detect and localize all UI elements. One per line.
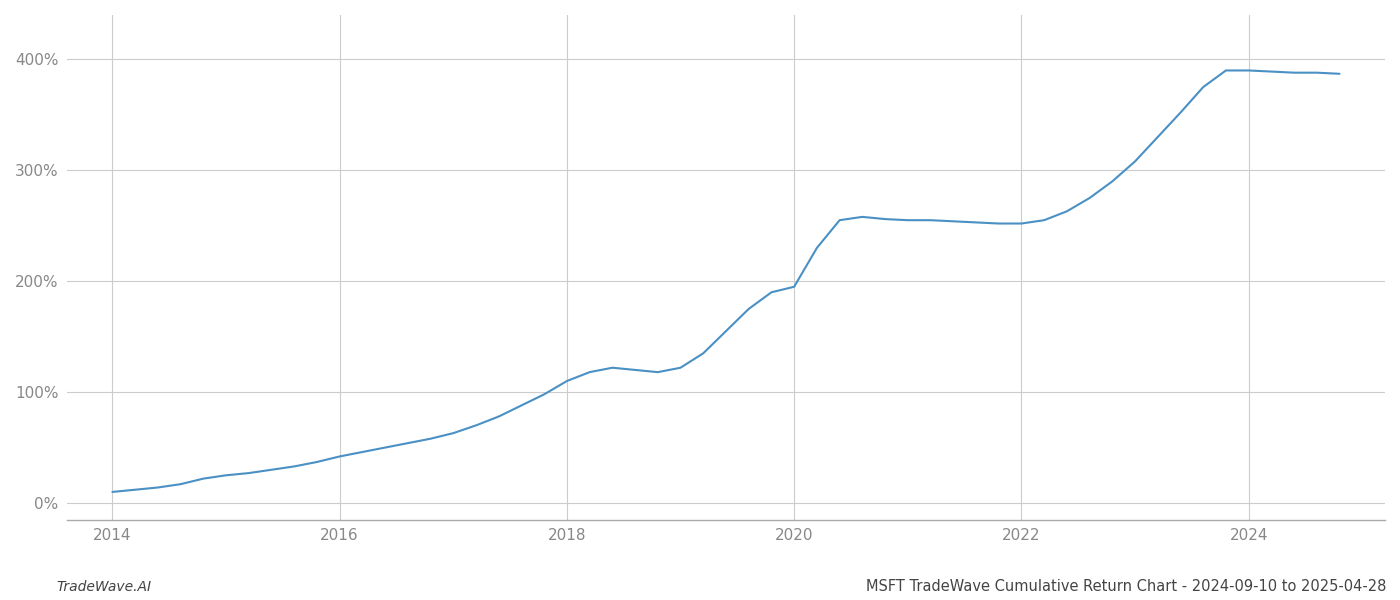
Text: MSFT TradeWave Cumulative Return Chart - 2024-09-10 to 2025-04-28: MSFT TradeWave Cumulative Return Chart -… (865, 579, 1386, 594)
Text: TradeWave.AI: TradeWave.AI (56, 580, 151, 594)
